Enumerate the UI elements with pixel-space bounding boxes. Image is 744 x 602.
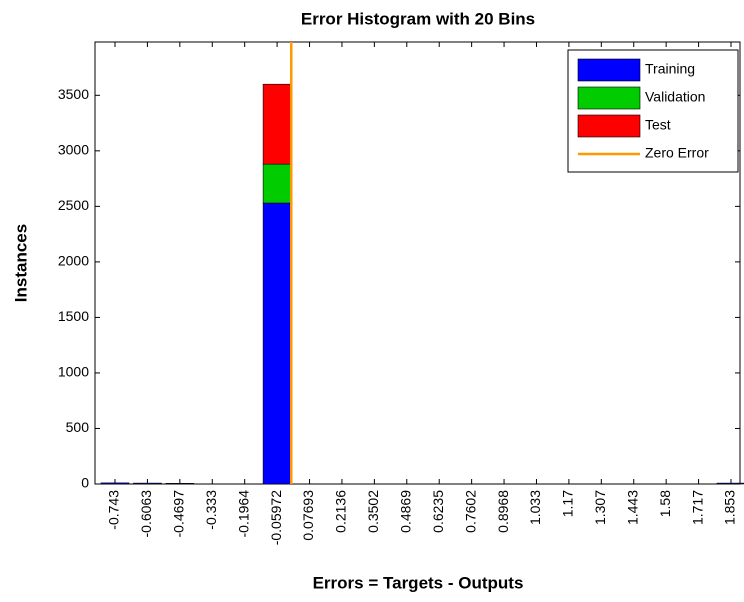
x-tick-label: 0.4869 — [397, 490, 413, 533]
legend-label: Zero Error — [645, 145, 709, 161]
bar-segment — [133, 482, 162, 485]
x-tick-label: 1.307 — [592, 490, 608, 525]
y-axis-label: Instances — [11, 224, 30, 302]
legend-swatch — [577, 58, 641, 82]
x-tick-label: -0.6063 — [138, 490, 154, 538]
x-tick-label: 0.3502 — [365, 490, 381, 533]
x-tick-label: -0.4697 — [171, 490, 187, 538]
bar-segment — [716, 482, 744, 485]
x-tick-label: 1.17 — [560, 490, 576, 517]
legend-label: Test — [645, 117, 671, 133]
legend-label: Training — [645, 61, 695, 77]
x-tick-label: 0.8968 — [495, 490, 511, 533]
legend-swatch — [577, 114, 641, 138]
y-tick-label: 500 — [66, 419, 90, 435]
x-tick-label: 0.6235 — [430, 490, 446, 533]
x-axis-label: Errors = Targets - Outputs — [313, 573, 524, 592]
x-tick-label: 0.07693 — [300, 490, 316, 541]
y-tick-label: 1500 — [58, 308, 89, 324]
bar-segment — [262, 202, 292, 485]
x-tick-label: -0.05972 — [268, 490, 284, 545]
x-tick-label: 1.033 — [527, 490, 543, 525]
x-tick-label: -0.333 — [203, 490, 219, 530]
legend-swatch — [577, 86, 641, 110]
chart-title: Error Histogram with 20 Bins — [301, 9, 535, 28]
x-tick-label: 1.853 — [722, 490, 738, 525]
y-tick-label: 2000 — [58, 253, 89, 269]
bar-segment — [262, 163, 292, 204]
y-tick-label: 1000 — [58, 364, 89, 380]
x-tick-label: 1.443 — [624, 490, 640, 525]
bar-segment — [100, 482, 130, 485]
x-tick-label: 1.58 — [657, 490, 673, 517]
x-tick-label: 0.7602 — [462, 490, 478, 533]
bar-segment — [262, 83, 292, 165]
bar-segment — [165, 483, 195, 485]
y-tick-label: 3500 — [58, 86, 89, 102]
y-tick-label: 2500 — [58, 197, 89, 213]
x-tick-label: -0.743 — [106, 490, 122, 530]
x-tick-label: 0.2136 — [333, 490, 349, 533]
y-tick-label: 3000 — [58, 142, 89, 158]
y-tick-label: 0 — [81, 475, 89, 491]
legend-label: Validation — [645, 89, 705, 105]
x-tick-label: 1.717 — [689, 490, 705, 525]
x-tick-label: -0.1964 — [235, 490, 251, 538]
